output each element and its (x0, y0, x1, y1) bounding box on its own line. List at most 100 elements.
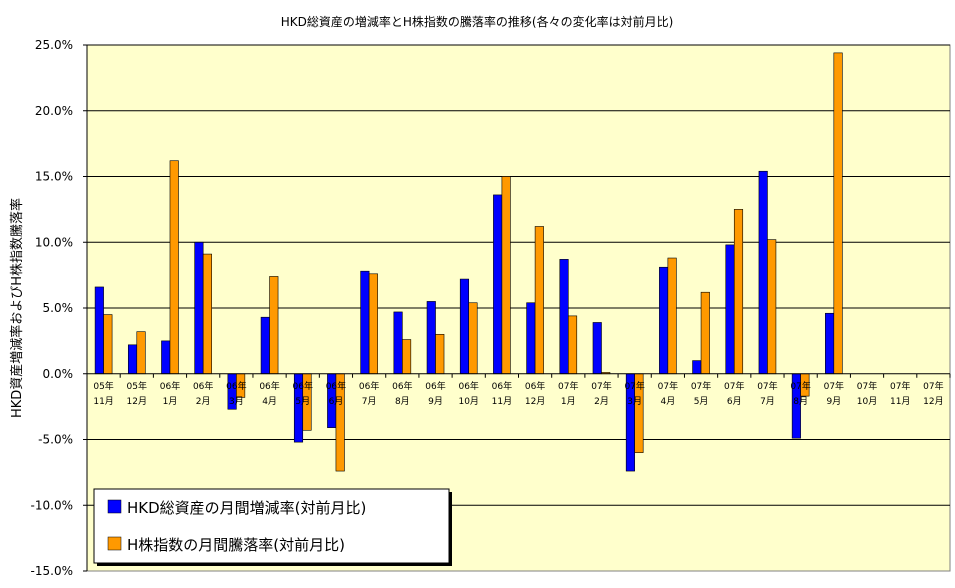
x-tick-label-year: 06年 (160, 380, 180, 392)
y-tick-label: 0.0% (43, 367, 74, 381)
bar-hshares-14 (567, 315, 578, 375)
legend-label-hshares: H株指数の月間騰落率(対前月比) (127, 536, 345, 554)
x-tick-label-month: 12月 (923, 396, 943, 407)
legend: HKD総資産の月間増減率(対前月比) H株指数の月間騰落率(対前月比) (93, 488, 452, 566)
x-tick-label-month: 7月 (760, 396, 775, 407)
x-tick-label-year: 05年 (127, 380, 147, 392)
bar-hkd-17 (659, 266, 669, 375)
x-tick-label-year: 06年 (293, 380, 313, 392)
x-tick-label-year: 06年 (193, 380, 213, 392)
bar-hkd-0 (94, 286, 104, 375)
bar-hkd-10 (426, 301, 436, 375)
bar-hkd-20 (758, 170, 768, 375)
x-tick-label-month: 7月 (362, 396, 377, 407)
x-tick-label-year: 07年 (658, 380, 678, 392)
bar-hkd-5 (260, 316, 270, 375)
bar-hshares-9 (402, 339, 412, 375)
x-tick-label-year: 06年 (259, 380, 279, 392)
x-tick-label-year: 05年 (93, 380, 113, 392)
x-tick-label-month: 11月 (93, 396, 113, 407)
bar-hshares-10 (435, 333, 445, 375)
y-tick-label: -5.0% (38, 433, 73, 447)
x-tick-label-month: 2月 (196, 396, 211, 407)
bar-hshares-18 (700, 291, 710, 375)
x-tick-label-month: 4月 (660, 396, 675, 407)
y-tick-labels: 25.0% 20.0% 15.0% 10.0% 5.0% 0.0% -5.0% -10.0% -… (31, 38, 73, 578)
y-tick-label: 5.0% (43, 301, 74, 315)
x-tick-label-month: 10月 (857, 396, 877, 407)
x-tick-label-month: 2月 (594, 396, 609, 407)
x-tick-label-month: 6月 (727, 396, 742, 407)
y-tick-label: 20.0% (35, 104, 73, 118)
bar-hkd-9 (393, 311, 403, 375)
chart-title: HKD総資産の増減率とH株指数の騰落率の推移(各々の変化率は対前月比) (281, 14, 674, 29)
x-tick-label-month: 1月 (163, 396, 178, 407)
x-tick-label-year: 07年 (691, 380, 711, 392)
y-tick-label: 25.0% (35, 38, 73, 52)
y-tick-label: 10.0% (35, 235, 73, 249)
bar-hshares-20 (767, 239, 777, 375)
x-tick-label-year: 07年 (558, 380, 578, 392)
x-tick-label-year: 06年 (326, 380, 346, 392)
x-tick-label-year: 06年 (492, 380, 512, 392)
x-tick-label-month: 8月 (793, 396, 808, 407)
x-tick-label-year: 07年 (923, 380, 943, 392)
bar-hshares-1 (136, 331, 146, 375)
y-tick-label: -10.0% (31, 498, 73, 512)
x-tick-label-month: 6月 (329, 396, 344, 407)
x-tick-label-month: 3月 (627, 396, 642, 407)
legend-swatch-hkd (107, 499, 122, 514)
grid-lines (87, 44, 950, 506)
x-tick-label-year: 06年 (525, 380, 545, 392)
legend-label-hkd: HKD総資産の月間増減率(対前月比) (127, 499, 366, 517)
bar-hkd-12 (493, 194, 503, 375)
x-tick-label-month: 9月 (826, 396, 841, 407)
x-tick-label-year: 06年 (359, 380, 379, 392)
bar-hshares-8 (368, 273, 378, 375)
x-tick-label-month: 4月 (262, 396, 277, 407)
bar-hkd-1 (127, 344, 138, 375)
bar-hkd-13 (526, 302, 536, 375)
bar-hshares-17 (667, 257, 677, 375)
x-tick-label-month: 9月 (428, 396, 443, 407)
x-tick-label-month: 10月 (458, 396, 478, 407)
bar-hshares-3 (202, 253, 212, 375)
x-tick-label-year: 07年 (757, 380, 777, 392)
x-tick-label-year: 06年 (226, 380, 246, 392)
x-tick-label-year: 07年 (824, 380, 844, 392)
y-axis-label: HKD資産増減率およびH株指数騰落率 (9, 198, 25, 418)
bar-hkd-3 (194, 241, 204, 375)
x-tick-label-month: 3月 (229, 396, 244, 407)
x-tick-label-year: 07年 (857, 380, 877, 392)
bar-hkd-18 (692, 360, 702, 375)
x-tick-label-month: 1月 (561, 396, 576, 407)
bar-hshares-22 (833, 52, 843, 375)
bar-hkd-8 (360, 270, 370, 375)
bar-hkd-22 (825, 312, 835, 375)
x-tick-label-month: 8月 (395, 396, 410, 407)
x-tick-label-year: 06年 (392, 380, 412, 392)
x-tick-label-year: 07年 (724, 380, 744, 392)
bar-hshares-5 (269, 276, 279, 375)
x-tick-label-month: 12月 (127, 396, 147, 407)
x-tick-label-month: 11月 (492, 396, 512, 407)
y-tick-label: 15.0% (35, 170, 73, 184)
bar-hshares-13 (534, 226, 544, 375)
bars (94, 52, 843, 472)
x-tick-label-month: 5月 (694, 396, 709, 407)
legend-swatch-hshares (107, 536, 122, 551)
bar-hshares-2 (169, 160, 179, 375)
x-tick-label-year: 07年 (790, 380, 810, 392)
bar-hshares-19 (733, 209, 744, 375)
x-tick-label-month: 5月 (295, 396, 310, 407)
x-tick-label-month: 12月 (525, 396, 545, 407)
axes (83, 44, 951, 572)
bar-hkd-2 (161, 340, 171, 375)
x-tick-label-month: 11月 (890, 396, 910, 407)
x-tick-labels: 05年 11月 05年 12月 06年 1月 06年 2月 06年 3月 06年 4月 06年 5月 06年… (93, 380, 943, 407)
bar-hkd-19 (725, 244, 735, 375)
x-tick-label-year: 07年 (890, 380, 910, 392)
bar-hkd-15 (592, 322, 602, 375)
bar-hshares-11 (468, 302, 478, 375)
